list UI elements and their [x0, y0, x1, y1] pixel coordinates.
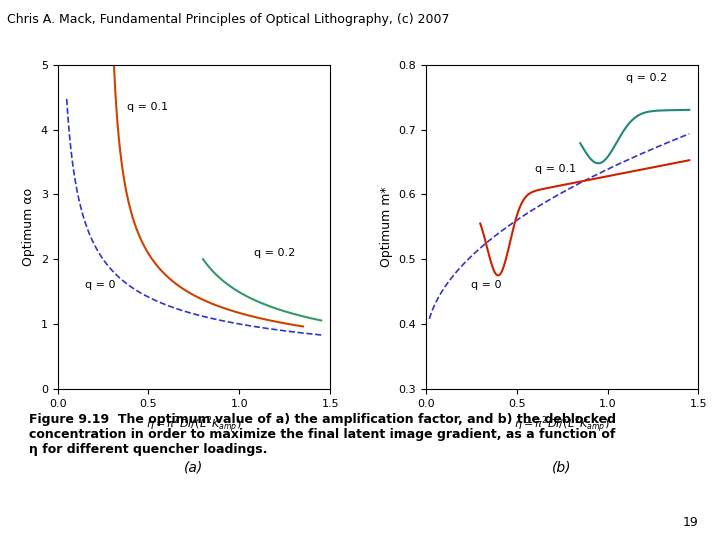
Y-axis label: Optimum m*: Optimum m* — [379, 186, 392, 267]
Text: q = 0.1: q = 0.1 — [535, 164, 576, 174]
X-axis label: $\eta = \pi^2DI/(L^2K_{amp})$: $\eta = \pi^2DI/(L^2K_{amp})$ — [146, 414, 242, 435]
X-axis label: $\eta = \pi^2DI/(L^2K_{amp})$: $\eta = \pi^2DI/(L^2K_{amp})$ — [514, 414, 610, 435]
Text: Figure 9.19  The optimum value of a) the amplification factor, and b) the debloc: Figure 9.19 The optimum value of a) the … — [29, 413, 616, 456]
Text: 19: 19 — [683, 516, 698, 529]
Text: q = 0.1: q = 0.1 — [127, 102, 168, 112]
Y-axis label: Optimum αᴏ: Optimum αᴏ — [22, 188, 35, 266]
Text: (a): (a) — [184, 460, 204, 474]
Text: q = 0: q = 0 — [85, 280, 115, 291]
Text: q = 0: q = 0 — [471, 280, 502, 291]
Text: (b): (b) — [552, 460, 572, 474]
Text: q = 0.2: q = 0.2 — [254, 248, 295, 258]
Text: Chris A. Mack, Fundamental Principles of Optical Lithography, (c) 2007: Chris A. Mack, Fundamental Principles of… — [7, 14, 450, 26]
Text: q = 0.2: q = 0.2 — [626, 73, 667, 83]
